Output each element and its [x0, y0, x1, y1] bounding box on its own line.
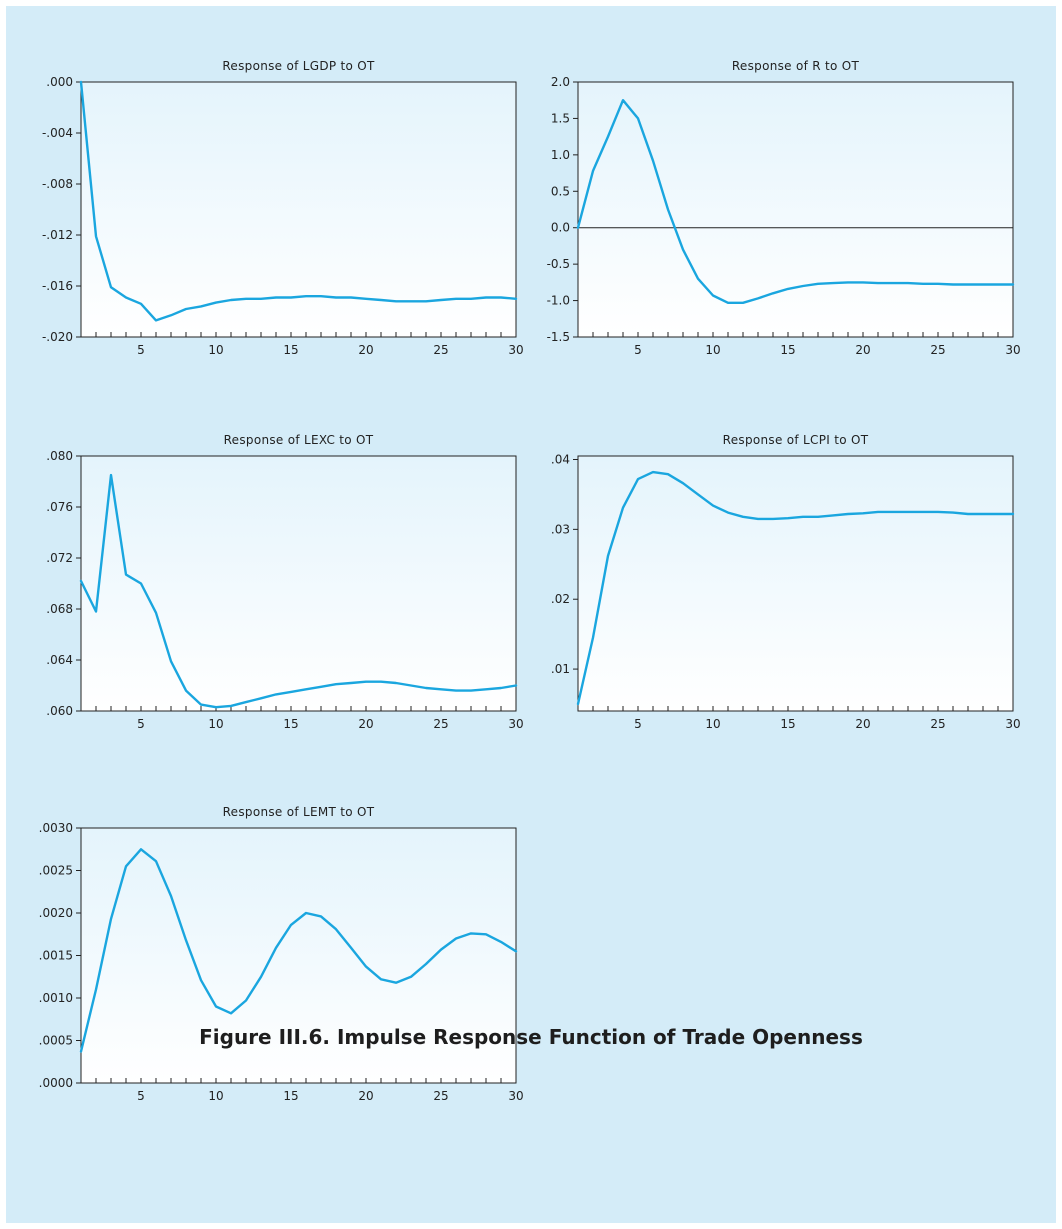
x-tick-label: 15: [780, 717, 795, 731]
x-tick-label: 10: [208, 343, 223, 357]
y-tick-label: .060: [46, 704, 73, 718]
y-tick-label: -.020: [42, 330, 73, 344]
x-tick-label: 5: [137, 343, 145, 357]
y-tick-label: 2.0: [551, 75, 570, 89]
y-tick-label: -0.5: [547, 257, 570, 271]
y-tick-label: 0.0: [551, 221, 570, 235]
chart-r: Response of R to OT 5 10 15 20 25 30 2.0 1.5 1.0 0…: [547, 59, 1021, 357]
y-tick-label: .02: [551, 592, 570, 606]
x-tick-label: 20: [358, 1089, 373, 1103]
chart-lcpi: Response of LCPI to OT 5 10 15 20 25 30 .04 .03.…: [551, 433, 1021, 731]
x-tick-label: 5: [137, 1089, 145, 1103]
y-tick-label: -1.0: [547, 294, 570, 308]
series-line: [79, 80, 518, 322]
series-line: [576, 99, 1015, 305]
plot-area: [577, 455, 1014, 712]
y-tick-label: .04: [551, 452, 570, 466]
x-tick-label: 30: [508, 717, 523, 731]
x-tick-label: 15: [283, 1089, 298, 1103]
x-tick-label: 30: [1005, 717, 1020, 731]
chart-title: Response of LCPI to OT: [723, 433, 869, 447]
plot-area: [80, 455, 517, 712]
y-tick-label: .0020: [39, 906, 73, 920]
y-tick-label: .0000: [39, 1076, 73, 1090]
x-tick-label: 25: [433, 343, 448, 357]
x-tick-label: 15: [283, 343, 298, 357]
chart-title: Response of LEMT to OT: [223, 805, 375, 819]
x-tick-label: 20: [358, 717, 373, 731]
y-tick-label: .0010: [39, 991, 73, 1005]
x-tick-label: 10: [705, 343, 720, 357]
x-tick-label: 30: [508, 343, 523, 357]
x-tick-label: 15: [283, 717, 298, 731]
chart-lemt: Response of LEMT to OT 5 10 15 20 25 30 .0030 .0…: [39, 805, 524, 1103]
y-tick-label: .0005: [39, 1034, 73, 1048]
plot-area: [80, 81, 517, 338]
x-tick-label: 10: [208, 717, 223, 731]
x-tick-label: 5: [634, 717, 642, 731]
x-tick-label: 30: [508, 1089, 523, 1103]
y-tick-label: .076: [46, 500, 73, 514]
y-tick-label: .072: [46, 551, 73, 565]
series-line: [576, 470, 1015, 706]
series-line: [79, 848, 518, 1053]
x-tick-label: 30: [1005, 343, 1020, 357]
chart-title: Response of LEXC to OT: [224, 433, 374, 447]
y-tick-label: .01: [551, 662, 570, 676]
x-tick-label: 10: [705, 717, 720, 731]
y-tick-label: -.004: [42, 126, 73, 140]
x-tick-label: 5: [634, 343, 642, 357]
x-tick-label: 20: [358, 343, 373, 357]
y-tick-label: .000: [46, 75, 73, 89]
y-tick-label: -.016: [42, 279, 73, 293]
plot-area: [577, 81, 1014, 338]
y-tick-label: 1.5: [551, 111, 570, 125]
chart-lgdp: Response of LGDP to OT 5 10 15 20 25 30 .000 -.0…: [42, 59, 524, 357]
x-tick-label: 25: [433, 1089, 448, 1103]
y-tick-label: .068: [46, 602, 73, 616]
chart-title: Response of LGDP to OT: [222, 59, 375, 73]
chart-lexc: Response of LEXC to OT 5 10 15 20 25 30 .080 .07…: [46, 433, 523, 731]
y-tick-label: .0025: [39, 864, 73, 878]
x-tick-label: 25: [930, 343, 945, 357]
figure-caption: Figure III.6. Impulse Response Function …: [199, 1025, 863, 1049]
x-tick-label: 25: [433, 717, 448, 731]
y-tick-label: -.008: [42, 177, 73, 191]
series-line: [79, 473, 518, 709]
x-tick-label: 10: [208, 1089, 223, 1103]
y-tick-label: .080: [46, 449, 73, 463]
x-tick-label: 20: [855, 343, 870, 357]
plot-area: [80, 827, 517, 1084]
y-tick-label: .03: [551, 522, 570, 536]
y-tick-label: -.012: [42, 228, 73, 242]
x-tick-label: 25: [930, 717, 945, 731]
y-tick-label: .0030: [39, 821, 73, 835]
y-tick-label: .0015: [39, 949, 73, 963]
y-tick-label: -1.5: [547, 330, 570, 344]
y-tick-label: 1.0: [551, 148, 570, 162]
y-tick-label: .064: [46, 653, 73, 667]
x-tick-label: 5: [137, 717, 145, 731]
x-tick-label: 15: [780, 343, 795, 357]
chart-title: Response of R to OT: [732, 59, 860, 73]
x-tick-label: 20: [855, 717, 870, 731]
y-tick-label: 0.5: [551, 184, 570, 198]
